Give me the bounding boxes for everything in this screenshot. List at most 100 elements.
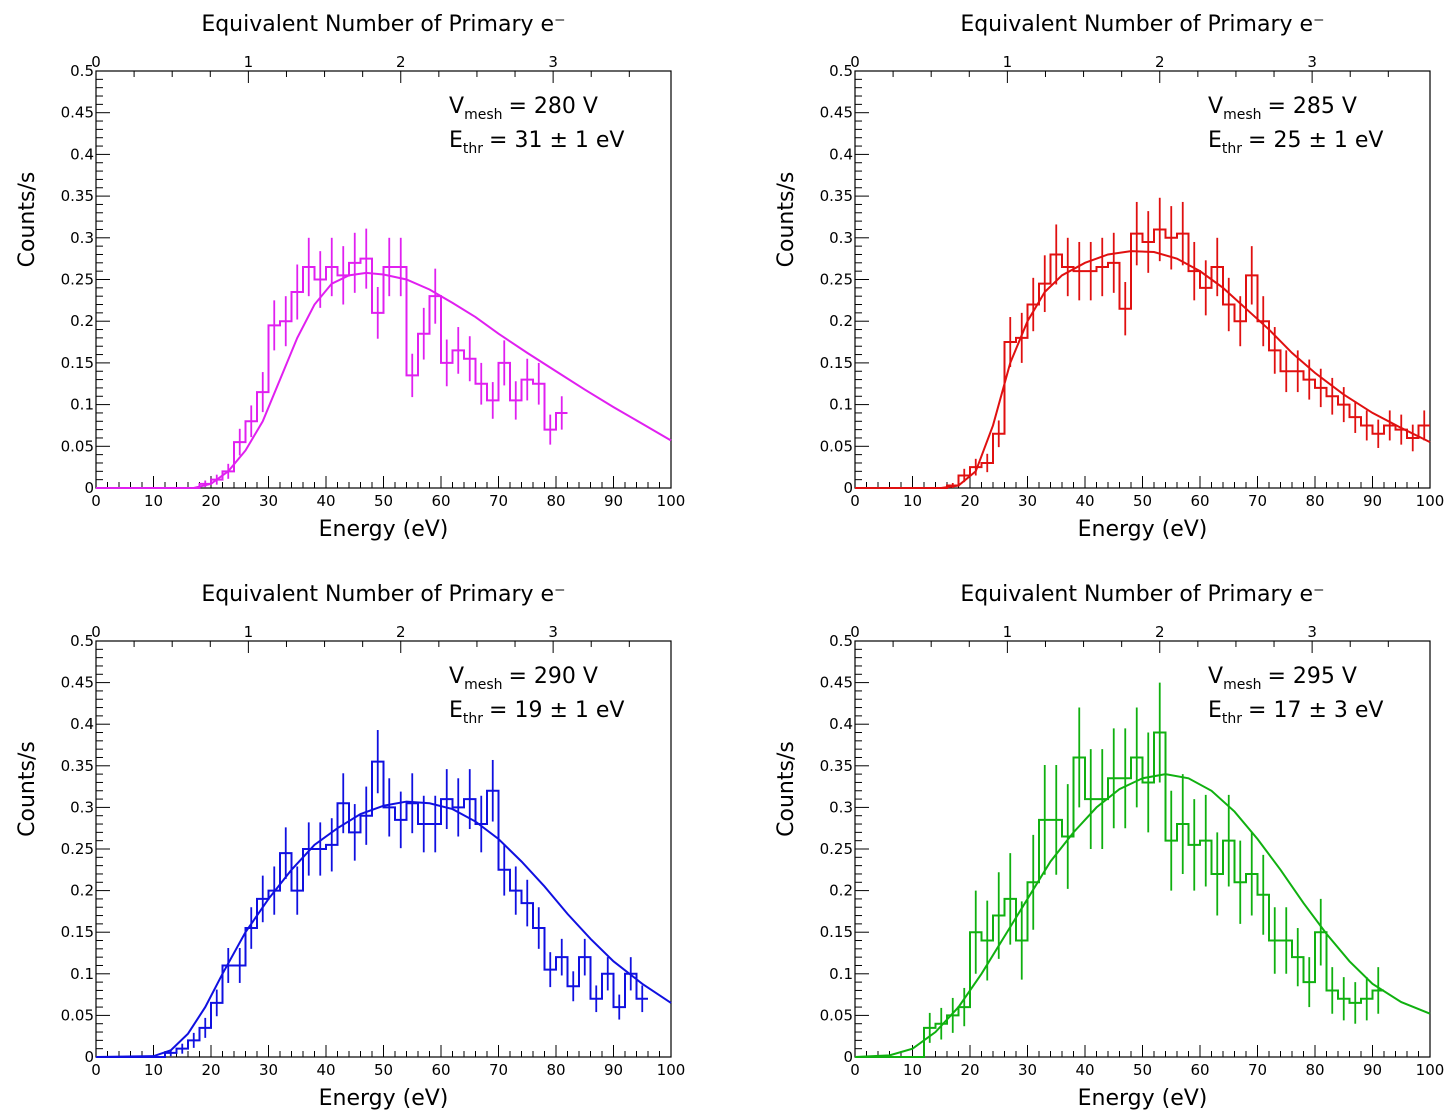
y-tick-label: 0.05 bbox=[61, 1006, 94, 1024]
annotation-v-value: = 280 V bbox=[508, 94, 597, 119]
fit-curve bbox=[95, 800, 672, 1058]
y-tick-label: 0.3 bbox=[70, 798, 94, 816]
annotation-v-symbol: V bbox=[1208, 664, 1223, 689]
x-tick-label: 100 bbox=[1416, 1061, 1445, 1079]
x-tick-label: 50 bbox=[374, 1061, 393, 1079]
annotation-vmesh: Vmesh = 290 V bbox=[449, 664, 598, 693]
annotation-e-subscript: thr bbox=[463, 141, 483, 157]
x-tick-label: 0 bbox=[91, 492, 101, 510]
x-tick-label: 20 bbox=[201, 1061, 220, 1079]
y-tick-label: 0.1 bbox=[70, 965, 94, 983]
y-tick-label: 0.3 bbox=[829, 229, 853, 247]
top-tick-label: 2 bbox=[396, 623, 406, 641]
y-tick-label: 0.1 bbox=[829, 396, 853, 414]
y-tick-label: 0.35 bbox=[820, 757, 853, 775]
annotation-v-symbol: V bbox=[449, 94, 464, 119]
y-tick-label: 0 bbox=[843, 1048, 853, 1066]
y-tick-label: 0.15 bbox=[820, 923, 853, 941]
x-tick-label: 50 bbox=[374, 492, 393, 510]
annotation-ethr: Ethr = 19 ± 1 eV bbox=[449, 698, 624, 727]
x-tick-label: 40 bbox=[1075, 1061, 1094, 1079]
chart-panel-1: 0 10 20 30 40 50 60 70 80 90 10000.050.10.150.20.2… bbox=[15, 12, 685, 542]
top-tick-label: 1 bbox=[244, 53, 254, 71]
x-tick-label: 10 bbox=[903, 1061, 922, 1079]
y-tick-label: 0 bbox=[84, 479, 94, 497]
x-tick-label: 0 bbox=[91, 1061, 101, 1079]
top-tick-label: 3 bbox=[1307, 623, 1317, 641]
y-tick-label: 0.25 bbox=[820, 840, 853, 858]
annotation-v-value: = 285 V bbox=[1267, 94, 1356, 119]
y-tick-label: 0.05 bbox=[820, 437, 853, 455]
y-tick-label: 0.5 bbox=[70, 62, 94, 80]
x-tick-label: 90 bbox=[1363, 1061, 1382, 1079]
y-tick-label: 0.05 bbox=[820, 1006, 853, 1024]
y-tick-label: 0.25 bbox=[61, 840, 94, 858]
y-tick-label: 0.5 bbox=[70, 632, 94, 650]
y-axis-title: Counts/s bbox=[774, 172, 799, 268]
y-tick-label: 0.05 bbox=[61, 437, 94, 455]
top-tick-label: 2 bbox=[1155, 53, 1165, 71]
annotation-e-symbol: E bbox=[449, 128, 463, 153]
x-tick-label: 0 bbox=[850, 492, 860, 510]
top-tick-label: 1 bbox=[1003, 53, 1013, 71]
y-tick-label: 0.15 bbox=[820, 354, 853, 372]
y-tick-label: 0.15 bbox=[61, 923, 94, 941]
x-tick-label: 30 bbox=[1018, 1061, 1037, 1079]
x-tick-label: 70 bbox=[489, 492, 508, 510]
y-tick-label: 0.45 bbox=[61, 674, 94, 692]
y-tick-label: 0.3 bbox=[70, 229, 94, 247]
annotation-e-symbol: E bbox=[449, 698, 463, 723]
annotation-v-symbol: V bbox=[449, 664, 464, 689]
x-tick-label: 60 bbox=[431, 1061, 450, 1079]
fit-curve bbox=[96, 271, 672, 489]
fit-curve bbox=[855, 250, 1431, 489]
annotation-v-subscript: mesh bbox=[464, 677, 502, 693]
x-tick-label: 70 bbox=[489, 1061, 508, 1079]
annotation-v-value: = 295 V bbox=[1267, 664, 1356, 689]
x-tick-label: 30 bbox=[259, 1061, 278, 1079]
annotation-e-subscript: thr bbox=[463, 711, 483, 727]
annotation-v-subscript: mesh bbox=[1223, 107, 1261, 123]
top-tick-label: 3 bbox=[1307, 53, 1317, 71]
x-tick-label: 60 bbox=[431, 492, 450, 510]
y-tick-label: 0.2 bbox=[70, 882, 94, 900]
x-tick-label: 90 bbox=[1363, 492, 1382, 510]
annotation-vmesh: Vmesh = 295 V bbox=[1208, 664, 1357, 693]
chart-panel-4: 0 10 20 30 40 50 60 70 80 90 10000.050.10.150.20.2… bbox=[774, 582, 1444, 1111]
x-tick-label: 40 bbox=[316, 1061, 335, 1079]
top-tick-label: 0 bbox=[91, 623, 101, 641]
annotation-e-symbol: E bbox=[1208, 698, 1222, 723]
top-axis-title: Equivalent Number of Primary e⁻ bbox=[960, 582, 1324, 607]
y-axis-title: Counts/s bbox=[15, 741, 40, 837]
histogram-steps bbox=[855, 731, 1384, 1058]
x-tick-label: 100 bbox=[1416, 492, 1445, 510]
annotation-e-subscript: thr bbox=[1222, 141, 1242, 157]
histogram-steps bbox=[96, 257, 568, 489]
x-tick-label: 60 bbox=[1190, 492, 1209, 510]
x-tick-label: 40 bbox=[1075, 492, 1094, 510]
fit-curve bbox=[854, 773, 1431, 1058]
y-tick-label: 0.1 bbox=[70, 396, 94, 414]
annotation-v-value: = 290 V bbox=[508, 664, 597, 689]
top-tick-label: 3 bbox=[548, 53, 558, 71]
annotation-ethr: Ethr = 31 ± 1 eV bbox=[449, 128, 624, 157]
x-tick-label: 20 bbox=[201, 492, 220, 510]
x-tick-label: 80 bbox=[1305, 1061, 1324, 1079]
y-tick-label: 0.5 bbox=[829, 62, 853, 80]
x-tick-label: 80 bbox=[546, 1061, 565, 1079]
x-tick-label: 70 bbox=[1248, 1061, 1267, 1079]
x-tick-label: 10 bbox=[144, 492, 163, 510]
annotation-v-subscript: mesh bbox=[464, 107, 502, 123]
x-axis-title: Energy (eV) bbox=[319, 517, 449, 542]
y-tick-label: 0.15 bbox=[61, 354, 94, 372]
y-tick-label: 0.45 bbox=[61, 104, 94, 122]
top-tick-label: 0 bbox=[850, 53, 860, 71]
x-tick-label: 10 bbox=[903, 492, 922, 510]
x-tick-label: 20 bbox=[960, 1061, 979, 1079]
top-tick-label: 3 bbox=[548, 623, 558, 641]
top-tick-label: 0 bbox=[91, 53, 101, 71]
y-tick-label: 0.1 bbox=[829, 965, 853, 983]
x-tick-label: 100 bbox=[657, 1061, 686, 1079]
x-tick-label: 80 bbox=[1305, 492, 1324, 510]
annotation-e-value: = 17 ± 3 eV bbox=[1248, 698, 1383, 723]
